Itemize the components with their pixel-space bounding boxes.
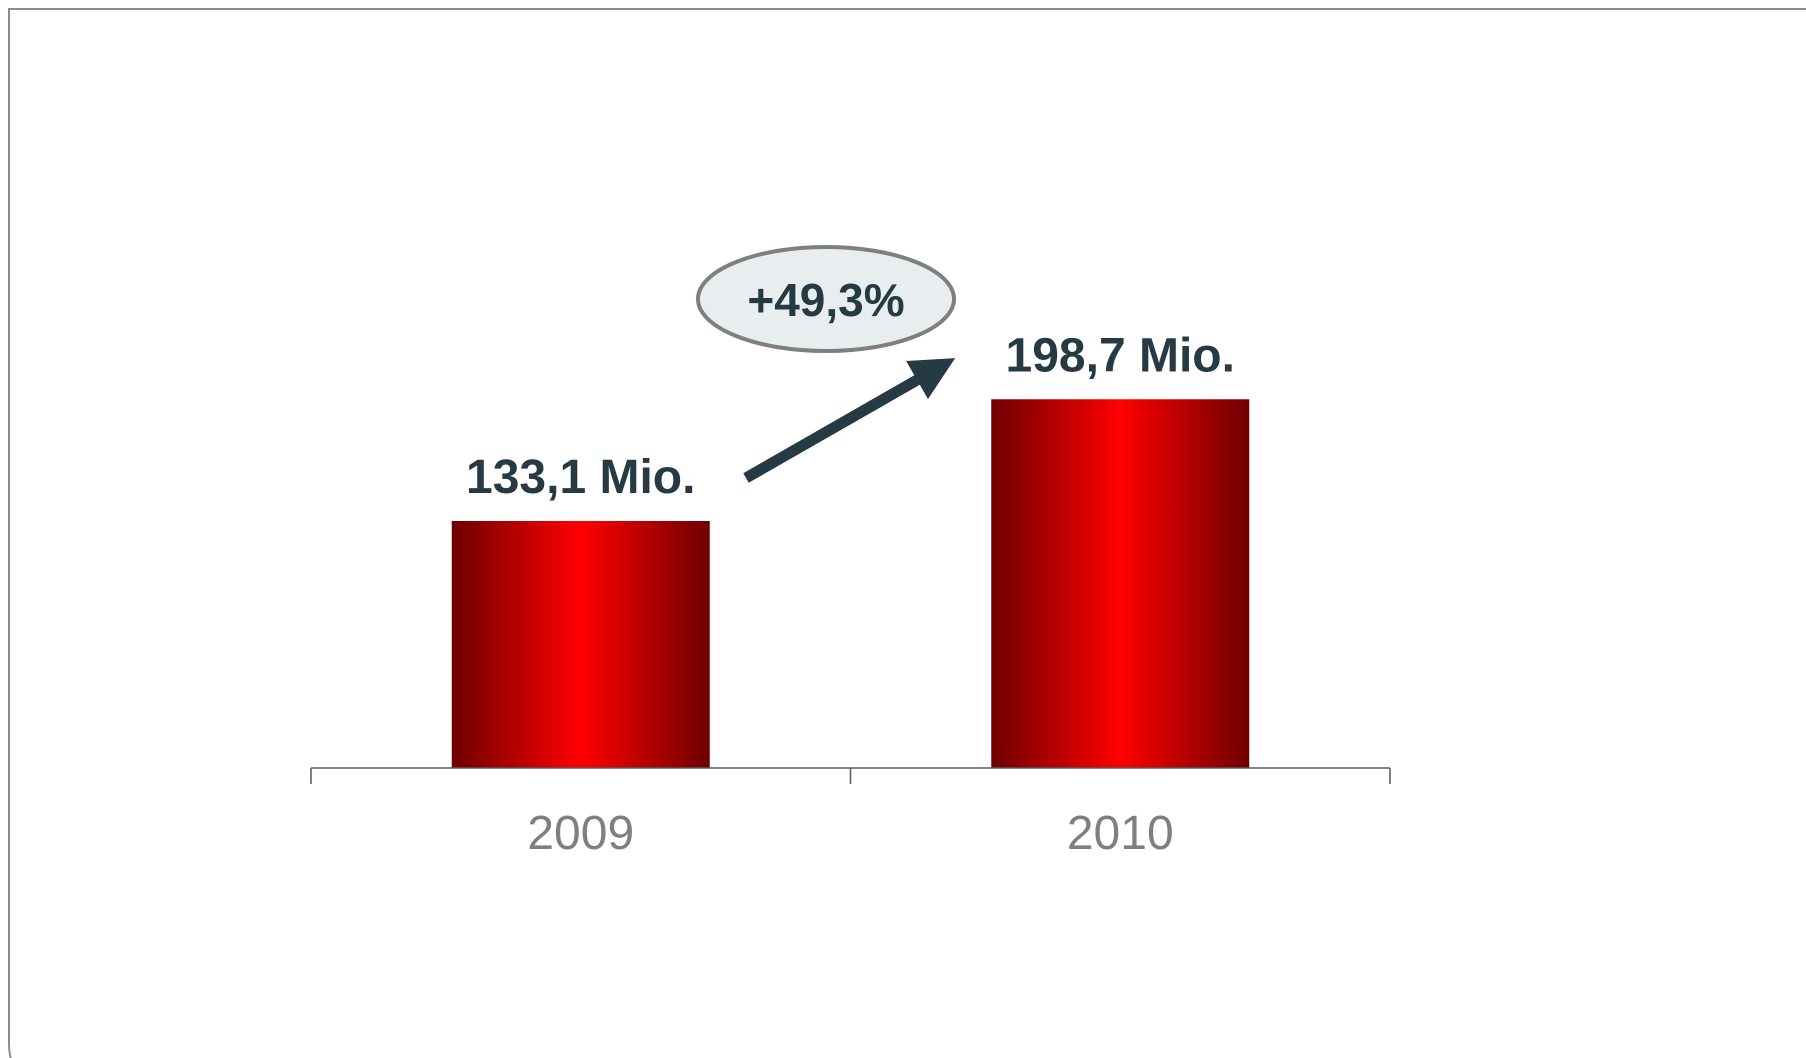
growth-badge-text: +49,3%: [747, 274, 904, 326]
bars-layer: [451, 399, 1250, 768]
slide-frame: [8, 8, 1806, 1058]
x-axis: [310, 767, 1391, 784]
growth-badge: [696, 245, 956, 353]
x-tick-label-2009: 2009: [527, 807, 634, 860]
x-tick-labels: 2009 2010: [527, 807, 1173, 860]
data-label-2010: 198,7 Mio.: [1006, 329, 1235, 382]
x-tick-label-2010: 2010: [1067, 807, 1174, 860]
growth-arrow: [743, 358, 956, 483]
growth-annotation: +49,3%: [696, 245, 956, 483]
bar-2010: [991, 399, 1250, 768]
data-label-2009: 133,1 Mio.: [466, 451, 695, 504]
data-labels: 133,1 Mio. 198,7 Mio.: [466, 329, 1235, 504]
bar-2009: [451, 521, 710, 768]
